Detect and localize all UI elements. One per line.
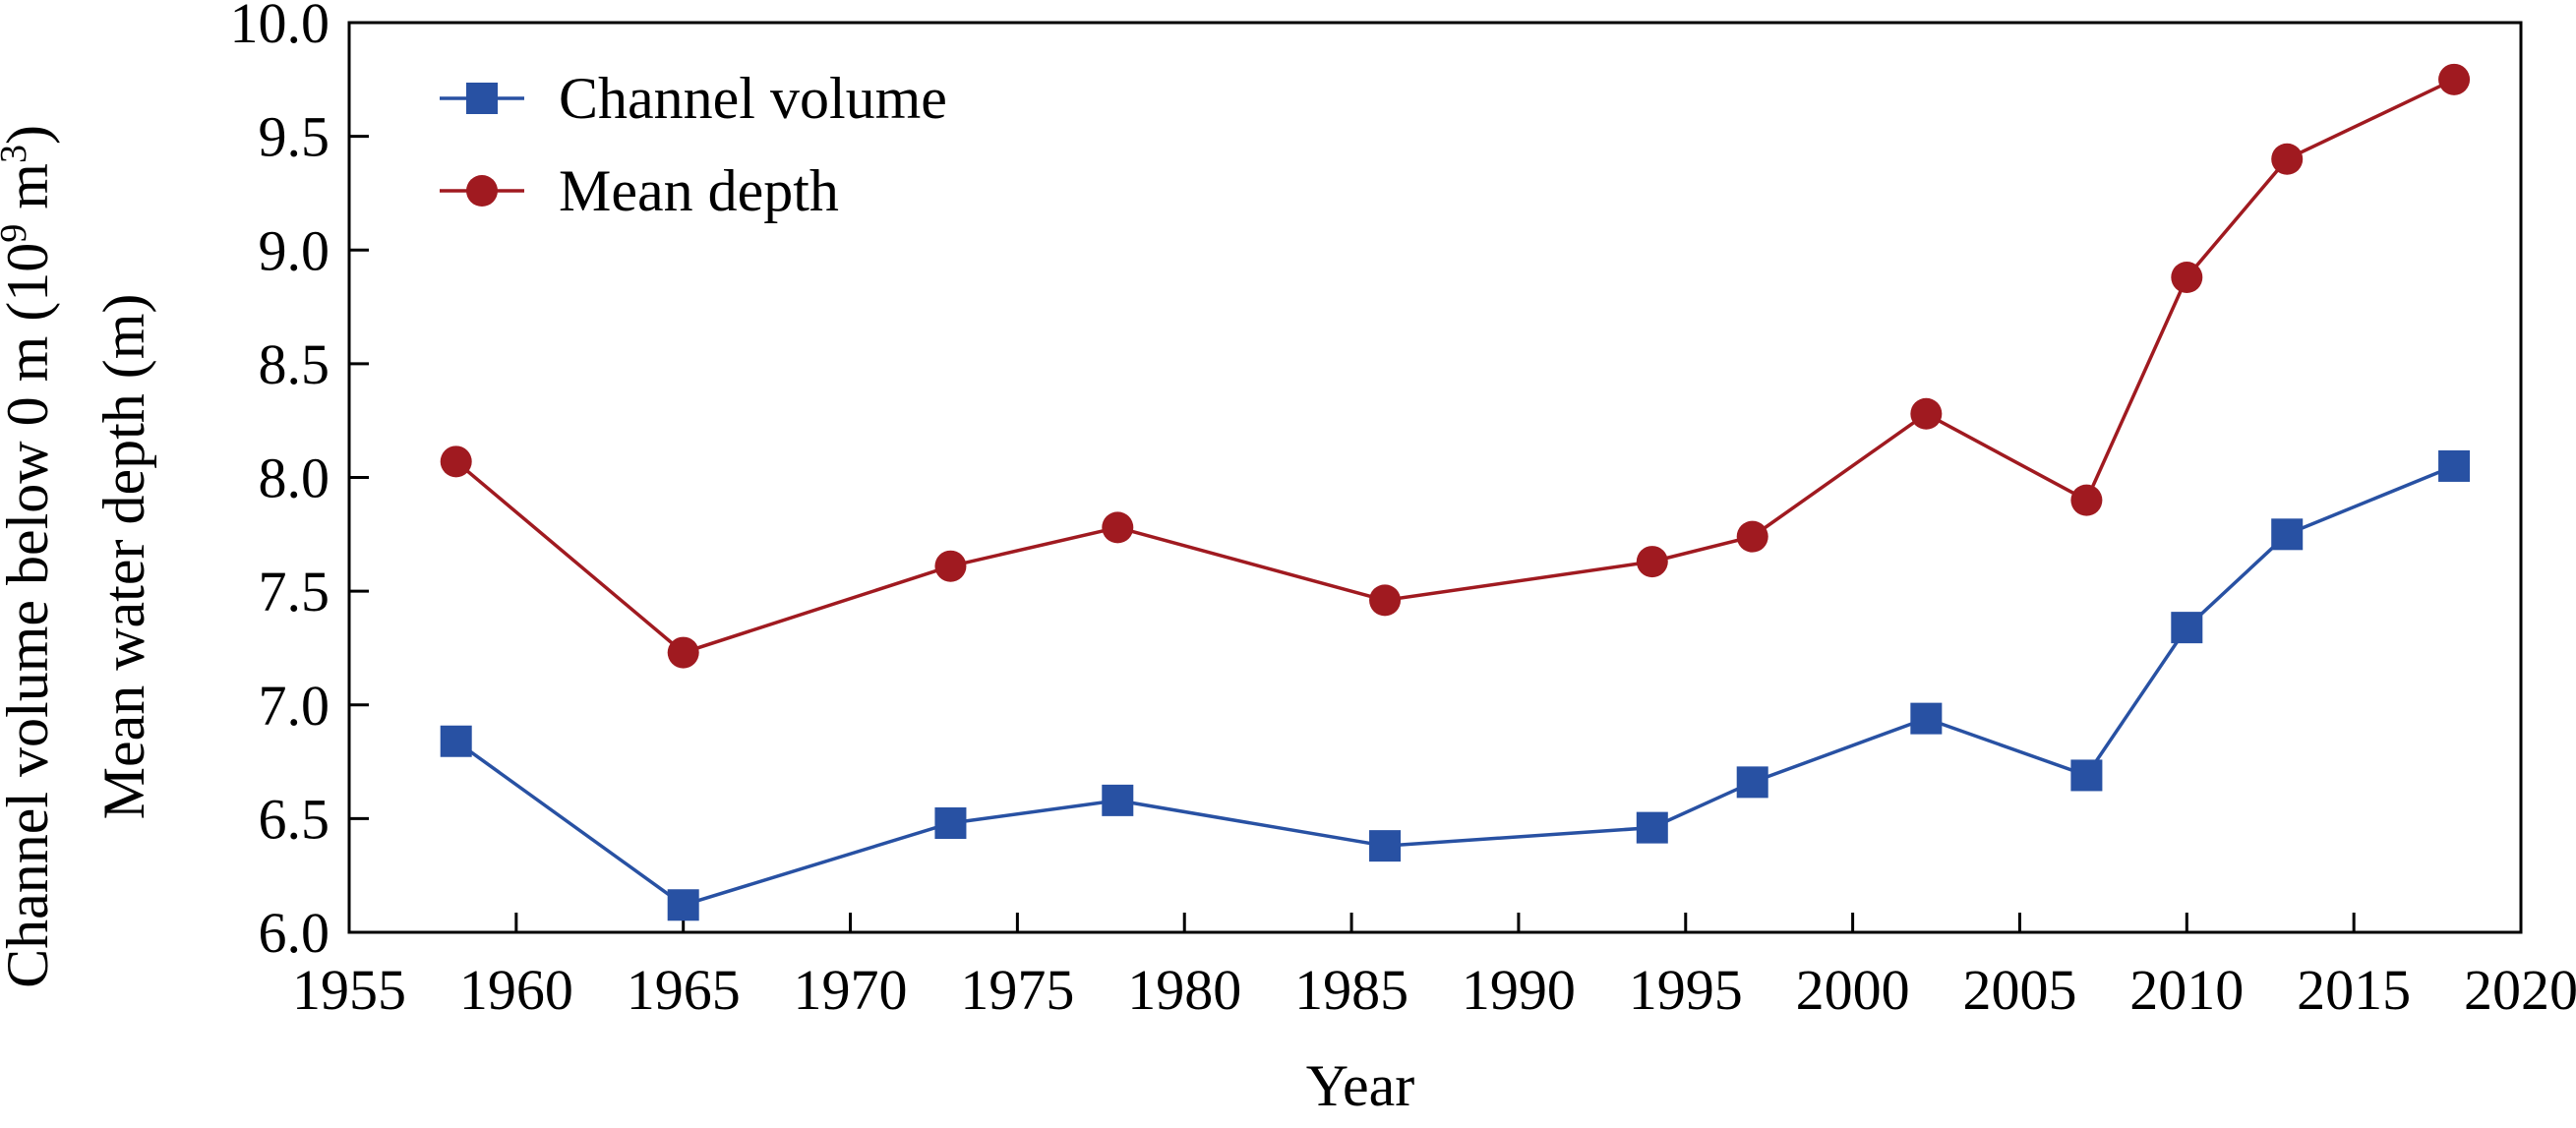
data-point-mean-depth	[1102, 511, 1133, 543]
data-point-channel-volume	[1102, 785, 1133, 816]
data-point-channel-volume	[2070, 759, 2102, 791]
x-tick-label: 2005	[1962, 958, 2076, 1022]
y-axis-title-line-2: Mean water depth (m)	[91, 294, 156, 820]
x-tick-label: 2015	[2297, 958, 2411, 1022]
x-tick-label: 2000	[1796, 958, 1910, 1022]
y-axis-title: Channel volume below 0 m (109 m3) Mean w…	[0, 125, 156, 988]
y-tick-label: 7.0	[259, 674, 330, 738]
x-tick-label: 1995	[1629, 958, 1743, 1022]
legend: Channel volume Mean depth	[440, 66, 947, 223]
data-point-mean-depth	[934, 551, 966, 582]
series-channel-volume	[441, 450, 2470, 920]
y-axis-title-line-1: Channel volume below 0 m (109 m3)	[0, 125, 60, 988]
x-tick-label: 2010	[2129, 958, 2244, 1022]
x-tick-label: 1955	[292, 958, 406, 1022]
y-tick-label: 10.0	[230, 0, 330, 55]
legend-item-mean-depth: Mean depth	[440, 158, 839, 223]
y-tick-label: 6.0	[259, 901, 330, 965]
data-point-channel-volume	[1737, 766, 1768, 798]
legend-marker-channel-volume	[466, 83, 498, 114]
data-point-channel-volume	[2271, 518, 2303, 550]
y-tick-label: 6.5	[259, 787, 330, 851]
x-tick-label: 2020	[2464, 958, 2576, 1022]
x-tick-label: 1965	[627, 958, 741, 1022]
x-tick-label: 1980	[1127, 958, 1241, 1022]
data-point-mean-depth	[441, 445, 472, 477]
data-point-mean-depth	[2271, 144, 2303, 175]
y-tick-label: 9.0	[259, 218, 330, 282]
data-point-channel-volume	[441, 726, 472, 757]
legend-item-channel-volume: Channel volume	[440, 66, 947, 131]
x-tick-label: 1970	[794, 958, 908, 1022]
data-point-mean-depth	[2171, 262, 2202, 293]
data-point-channel-volume	[1369, 830, 1401, 861]
data-point-channel-volume	[934, 807, 966, 839]
data-point-channel-volume	[668, 889, 699, 920]
data-point-channel-volume	[1637, 812, 1668, 844]
legend-label-channel-volume: Channel volume	[559, 66, 947, 131]
x-tick-label: 1985	[1294, 958, 1408, 1022]
data-point-channel-volume	[2438, 450, 2470, 482]
legend-marker-mean-depth	[466, 175, 498, 207]
series-line-channel-volume	[456, 466, 2454, 905]
data-point-mean-depth	[2070, 485, 2102, 516]
x-tick-label: 1975	[960, 958, 1074, 1022]
y-tick-label: 9.5	[259, 105, 330, 169]
axes: 1955 1960 1965 1970 1975 1980 1985 1990 1995 2000…	[230, 0, 2576, 1022]
y-tick-label: 7.5	[259, 560, 330, 623]
x-tick-label: 1990	[1462, 958, 1576, 1022]
data-point-channel-volume	[1910, 703, 1942, 735]
x-tick-label: 1960	[459, 958, 573, 1022]
series-mean-depth	[441, 64, 2470, 669]
legend-label-mean-depth: Mean depth	[559, 158, 839, 223]
data-point-mean-depth	[1737, 521, 1768, 553]
y-tick-label: 8.5	[259, 332, 330, 396]
data-point-channel-volume	[2171, 612, 2202, 643]
data-point-mean-depth	[1637, 546, 1668, 577]
data-point-mean-depth	[2438, 64, 2470, 95]
x-axis-title: Year	[1306, 1053, 1415, 1118]
data-point-mean-depth	[668, 637, 699, 669]
y-tick-label: 8.0	[259, 446, 330, 510]
data-point-mean-depth	[1910, 398, 1942, 430]
data-point-mean-depth	[1369, 584, 1401, 616]
